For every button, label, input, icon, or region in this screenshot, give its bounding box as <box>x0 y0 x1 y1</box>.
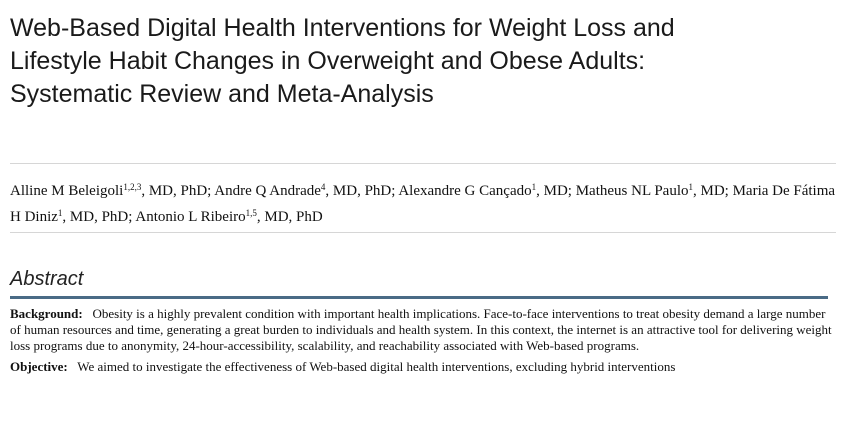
author-name: Alexandre G Cançado <box>398 183 532 199</box>
author-name: Antonio L Ribeiro <box>135 209 246 225</box>
author-name: Andre Q Andrade <box>214 183 321 199</box>
abstract-heading: Abstract <box>10 268 84 290</box>
author-degrees: , MD, PhD; <box>141 183 215 199</box>
author: Maria De Fátima H Diniz1, MD, PhD; <box>10 183 835 225</box>
title-line: Lifestyle Habit Changes in Overweight an… <box>10 47 646 75</box>
section-text: Obesity is a highly prevalent condition … <box>10 306 832 353</box>
affiliation-marker: 1,2,3 <box>123 182 142 192</box>
author-name: Matheus NL Paulo <box>575 183 689 199</box>
author-list: Alline M Beleigoli1,2,3, MD, PhD; Andre … <box>10 178 840 230</box>
title-line: Web-Based Digital Health Interventions f… <box>10 14 675 42</box>
section-label: Background: <box>10 306 83 321</box>
author-name: Alline M Beleigoli <box>10 183 124 199</box>
affiliation-marker: 1 <box>531 182 537 192</box>
author: Alline M Beleigoli1,2,3, MD, PhD; <box>10 182 215 199</box>
author-degrees: , MD, PhD; <box>62 209 136 225</box>
title-line: Systematic Review and Meta-Analysis <box>10 80 434 108</box>
author-degrees: , MD, PhD <box>256 209 323 225</box>
author-degrees: , MD, PhD; <box>325 183 399 199</box>
author-degrees: , MD; <box>536 183 576 199</box>
abstract-section-background: Background: Obesity is a highly prevalen… <box>10 306 832 354</box>
abstract-heading-rule <box>10 296 828 299</box>
affiliation-marker: 4 <box>320 182 326 192</box>
affiliation-marker: 1,5 <box>245 208 257 218</box>
abstract-body: Background: Obesity is a highly prevalen… <box>10 306 832 380</box>
author-name: Maria De Fátima H Diniz <box>10 183 836 225</box>
section-label: Objective: <box>10 359 68 374</box>
affiliation-marker: 1 <box>688 182 693 192</box>
author: Matheus NL Paulo1, MD; <box>575 182 733 199</box>
abstract-section-objective: Objective: We aimed to investigate the e… <box>10 359 832 375</box>
section-text: We aimed to investigate the effectivenes… <box>77 359 676 374</box>
author-degrees: , MD; <box>692 183 733 199</box>
author: Alexandre G Cançado1, MD; <box>398 182 576 199</box>
title-divider <box>10 163 836 164</box>
article-title: Web-Based Digital Health Interventions f… <box>10 12 830 111</box>
author: Andre Q Andrade4, MD, PhD; <box>214 182 399 199</box>
author: Antonio L Ribeiro1,5, MD, PhD <box>135 208 323 225</box>
affiliation-marker: 1 <box>57 208 63 218</box>
authors-divider <box>10 232 836 233</box>
